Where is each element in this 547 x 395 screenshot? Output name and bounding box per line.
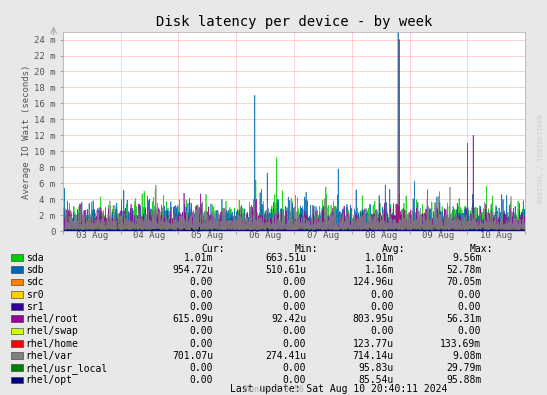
Title: Disk latency per device - by week: Disk latency per device - by week [156,15,432,29]
Text: 0.00: 0.00 [190,375,213,386]
Text: 0.00: 0.00 [283,302,306,312]
Text: sdb: sdb [26,265,43,275]
Text: Avg:: Avg: [382,245,405,254]
Text: 714.14u: 714.14u [353,351,394,361]
Text: rhel/swap: rhel/swap [26,326,79,337]
Text: 0.00: 0.00 [283,277,306,288]
Text: rhel/var: rhel/var [26,351,73,361]
Text: 0.00: 0.00 [283,375,306,386]
Text: 09 Aug: 09 Aug [422,231,455,240]
Text: Min:: Min: [295,245,318,254]
Text: 9.56m: 9.56m [452,253,481,263]
Text: Cur:: Cur: [202,245,225,254]
Text: 663.51u: 663.51u [265,253,306,263]
Text: 05 Aug: 05 Aug [191,231,224,240]
Bar [11,327,23,335]
Text: RRDTOOL / TOBIOETIKER: RRDTOOL / TOBIOETIKER [538,113,544,203]
Text: 04 Aug: 04 Aug [133,231,166,240]
Text: 1.01m: 1.01m [184,253,213,263]
Text: 0.00: 0.00 [190,277,213,288]
Bar [11,254,23,261]
Text: 0.00: 0.00 [370,326,394,337]
Bar [11,340,23,347]
Text: 124.96u: 124.96u [353,277,394,288]
Text: sr1: sr1 [26,302,43,312]
Text: rhel/opt: rhel/opt [26,375,73,386]
Text: 1.16m: 1.16m [364,265,394,275]
Text: 954.72u: 954.72u [172,265,213,275]
Text: 92.42u: 92.42u [271,314,306,324]
Text: Munin 2.0.56: Munin 2.0.56 [243,385,304,394]
Text: Max:: Max: [470,245,493,254]
Text: 07 Aug: 07 Aug [307,231,339,240]
Bar [11,291,23,297]
Bar [11,364,23,371]
Text: sdc: sdc [26,277,43,288]
Text: sda: sda [26,253,43,263]
Text: 803.95u: 803.95u [353,314,394,324]
Text: 08 Aug: 08 Aug [364,231,397,240]
Text: 0.00: 0.00 [370,290,394,300]
Text: 0.00: 0.00 [458,326,481,337]
Text: 0.00: 0.00 [458,302,481,312]
Text: 0.00: 0.00 [283,339,306,349]
Text: sr0: sr0 [26,290,43,300]
Text: 06 Aug: 06 Aug [249,231,281,240]
Text: 85.54u: 85.54u [359,375,394,386]
Text: 133.69m: 133.69m [440,339,481,349]
Text: 9.08m: 9.08m [452,351,481,361]
Text: 0.00: 0.00 [190,326,213,337]
Text: 29.79m: 29.79m [446,363,481,373]
Text: 123.77u: 123.77u [353,339,394,349]
Text: 0.00: 0.00 [283,290,306,300]
Text: 274.41u: 274.41u [265,351,306,361]
Bar [11,278,23,285]
Bar [11,303,23,310]
Bar [11,266,23,273]
Bar [11,315,23,322]
Text: rhel/usr_local: rhel/usr_local [26,363,108,374]
Text: 0.00: 0.00 [458,290,481,300]
Text: 510.61u: 510.61u [265,265,306,275]
Text: 0.00: 0.00 [283,326,306,337]
Text: 1.01m: 1.01m [364,253,394,263]
Bar [11,352,23,359]
Text: 56.31m: 56.31m [446,314,481,324]
Text: 52.78m: 52.78m [446,265,481,275]
Text: rhel/home: rhel/home [26,339,79,349]
Text: 0.00: 0.00 [190,363,213,373]
Text: 95.88m: 95.88m [446,375,481,386]
Text: 0.00: 0.00 [370,302,394,312]
Text: 95.83u: 95.83u [359,363,394,373]
Text: 10 Aug: 10 Aug [480,231,513,240]
Text: 70.05m: 70.05m [446,277,481,288]
Bar [11,376,23,384]
Text: 615.09u: 615.09u [172,314,213,324]
Y-axis label: Average IO Wait (seconds): Average IO Wait (seconds) [22,64,31,199]
Text: Last update: Sat Aug 10 20:40:11 2024: Last update: Sat Aug 10 20:40:11 2024 [230,384,448,394]
Text: 701.07u: 701.07u [172,351,213,361]
Text: 0.00: 0.00 [190,302,213,312]
Text: 0.00: 0.00 [190,339,213,349]
Text: 03 Aug: 03 Aug [75,231,108,240]
Text: rhel/root: rhel/root [26,314,79,324]
Text: 0.00: 0.00 [283,363,306,373]
Text: 0.00: 0.00 [190,290,213,300]
